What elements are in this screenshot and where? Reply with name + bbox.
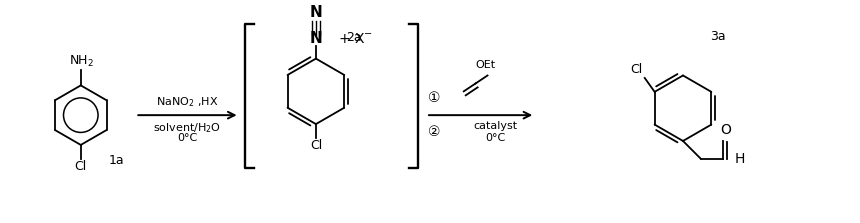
Text: H: H (734, 152, 745, 166)
Text: 1a: 1a (108, 154, 125, 167)
Text: 0°C: 0°C (485, 133, 506, 143)
Text: + X$^{-}$: + X$^{-}$ (338, 32, 372, 46)
Text: NaNO$_2$ ,HX: NaNO$_2$ ,HX (157, 95, 218, 109)
Text: solvent/H$_2$O: solvent/H$_2$O (153, 121, 221, 135)
Text: Cl: Cl (75, 160, 87, 173)
Text: N: N (310, 31, 322, 46)
Text: Cl: Cl (310, 139, 322, 152)
Text: OEt: OEt (476, 60, 495, 70)
Text: N: N (310, 5, 322, 20)
Text: 2a: 2a (346, 31, 361, 44)
Text: O: O (720, 123, 731, 137)
Text: Cl: Cl (630, 63, 642, 76)
Text: NH$_2$: NH$_2$ (70, 54, 95, 68)
Text: 0°C: 0°C (177, 133, 198, 143)
Text: ②: ② (428, 125, 440, 139)
Text: ①: ① (428, 91, 440, 105)
Text: 3a: 3a (710, 30, 726, 43)
Text: catalyst: catalyst (473, 121, 518, 131)
